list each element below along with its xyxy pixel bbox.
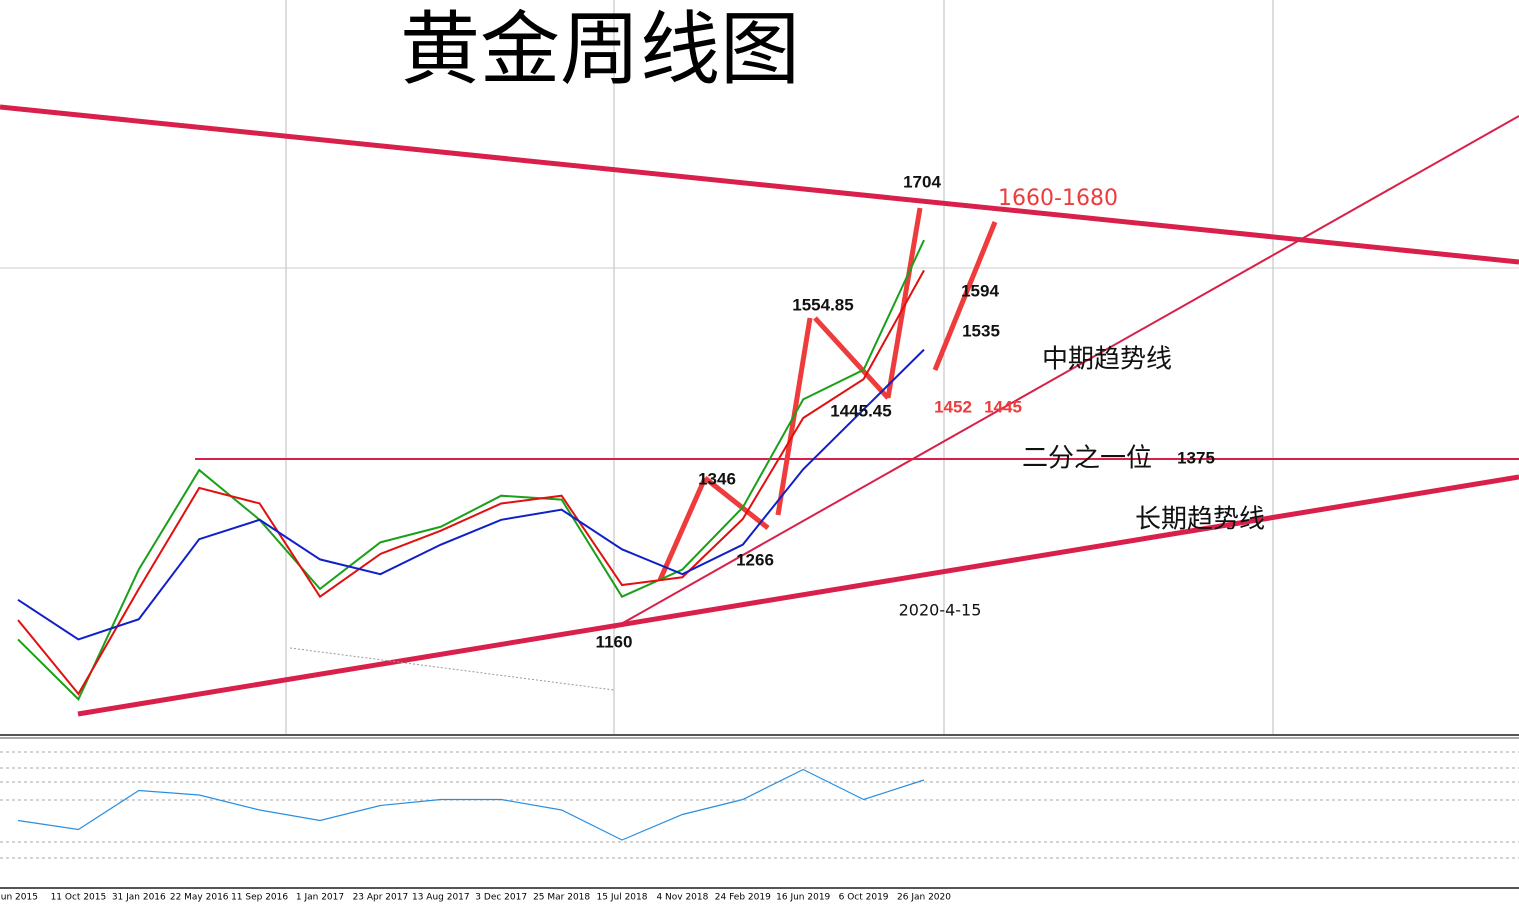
series-line	[17, 348, 925, 641]
x-tick-label: 11 Oct 2015	[51, 893, 107, 903]
x-tick-label: 11 Sep 2016	[231, 893, 288, 903]
x-tick-label: 31 Jan 2016	[112, 893, 166, 903]
series-line	[17, 239, 925, 701]
annotation: 1160	[596, 632, 633, 651]
annotation: 1554.85	[792, 295, 853, 314]
annotation: 1445.45	[830, 401, 891, 420]
x-tick-label: 25 Mar 2018	[533, 893, 590, 903]
annotation: 1445	[984, 397, 1022, 416]
annotation: 1266	[736, 550, 774, 569]
annotation: 二分之一位	[1022, 444, 1152, 474]
annotation: 2020-4-15	[899, 601, 982, 620]
annotation: 1346	[698, 469, 736, 488]
annotation: 1594	[961, 281, 999, 300]
annotation: 1452	[934, 397, 972, 416]
annotation: 中期趋势线	[1042, 345, 1172, 375]
x-tick-label: 22 May 2016	[170, 893, 229, 903]
x-tick-label: 13 Aug 2017	[412, 893, 470, 903]
x-tick-label: 24 Feb 2019	[715, 893, 771, 903]
annotation: 长期趋势线	[1135, 505, 1265, 535]
annotation: 1535	[962, 321, 1000, 340]
x-tick-label: Jun 2015	[0, 893, 38, 903]
x-tick-label: 4 Nov 2018	[656, 893, 708, 903]
x-tick-label: 1 Jan 2017	[296, 893, 344, 903]
title: 黄金周线图	[400, 3, 800, 96]
x-tick-label: 26 Jan 2020	[897, 893, 951, 903]
x-tick-label: 3 Dec 2017	[475, 893, 527, 903]
x-tick-label: 6 Oct 2019	[839, 893, 889, 903]
series-line	[17, 768, 925, 841]
annotation: 1375	[1177, 448, 1215, 467]
annotation: 1704	[903, 172, 941, 191]
x-tick-label: 23 Apr 2017	[353, 893, 409, 903]
x-tick-label: 15 Jul 2018	[597, 893, 648, 903]
annotation: 1660-1680	[998, 186, 1118, 211]
x-tick-label: 16 Jun 2019	[776, 893, 830, 903]
series-line	[17, 269, 925, 696]
